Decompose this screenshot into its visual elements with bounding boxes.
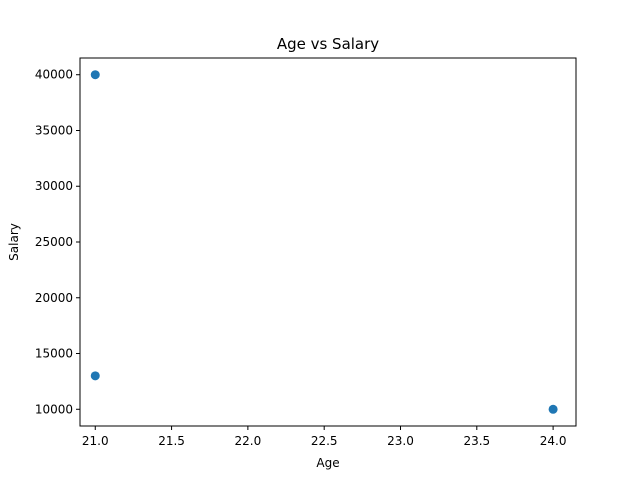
x-tick-label: 24.0 — [540, 434, 567, 448]
y-axis-label: Salary — [7, 223, 21, 261]
data-point — [548, 404, 558, 414]
y-tick-label: 30000 — [35, 179, 73, 193]
chart-title: Age vs Salary — [277, 35, 379, 53]
x-tick-label: 21.5 — [158, 434, 185, 448]
x-tick-label: 22.5 — [311, 434, 338, 448]
y-tick-label: 20000 — [35, 291, 73, 305]
plot-frame — [79, 57, 577, 427]
y-tick-label: 15000 — [35, 347, 73, 361]
x-tick-label: 22.0 — [235, 434, 262, 448]
x-tick-label: 21.0 — [82, 434, 109, 448]
data-point — [90, 70, 100, 80]
x-tick-label: 23.5 — [463, 434, 490, 448]
y-tick-label: 35000 — [35, 123, 73, 137]
x-tick-label: 23.0 — [387, 434, 414, 448]
y-tick-label: 25000 — [35, 235, 73, 249]
data-point — [90, 371, 100, 381]
y-tick-label: 40000 — [35, 68, 73, 82]
x-axis-label: Age — [316, 456, 339, 470]
plot-area: 21.0 21.5 22.0 22.5 23.0 23.5 24.0 10000 15000 20… — [35, 57, 577, 448]
y-tick-label: 10000 — [35, 402, 73, 416]
